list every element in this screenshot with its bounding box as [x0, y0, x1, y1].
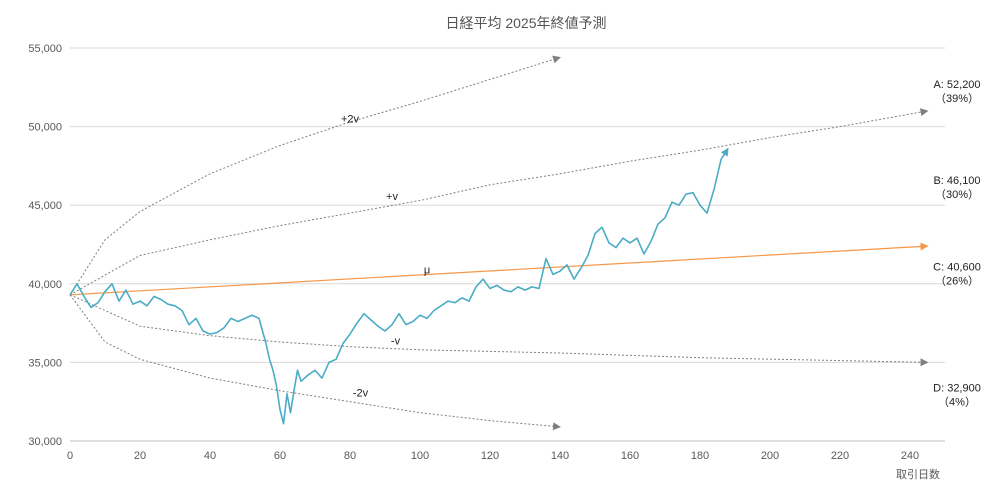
series-line- — [69, 242, 929, 296]
series-line-2v — [69, 294, 561, 431]
y-tick-label: 40,000 — [28, 279, 62, 291]
curve-label: μ — [424, 265, 430, 277]
scenario-probability: （30%） — [935, 188, 979, 201]
plot-area — [69, 55, 929, 431]
scenario-probability: （39%） — [935, 92, 979, 105]
x-tick-label: 0 — [67, 450, 73, 462]
grid-lines — [70, 47, 945, 442]
scenario-probability: （4%） — [938, 395, 976, 408]
y-tick-label: 50,000 — [28, 122, 62, 134]
curve-label: -v — [391, 335, 401, 347]
curve-label: +v — [386, 191, 398, 203]
x-axis-label: 取引日数 — [896, 467, 940, 481]
x-tick-label: 240 — [901, 450, 919, 462]
series-line-v — [69, 108, 929, 296]
curve-label: -2v — [353, 387, 369, 399]
series-line-2v — [69, 55, 561, 296]
x-tick-label: 100 — [411, 450, 429, 462]
scenario-annotations: A: 52,200（39%） B: 46,100（30%） C: 40,600（26… — [933, 79, 981, 408]
y-tick-label: 30,000 — [28, 436, 62, 448]
x-tick-label: 200 — [761, 450, 779, 462]
y-axis-ticks: 30,000 35,000 40,000 45,000 50,000 55,000 — [28, 43, 62, 448]
scenario-label: B: 46,100 — [933, 175, 980, 187]
x-tick-label: 140 — [551, 450, 569, 462]
scenario-label: A: 52,200 — [933, 79, 980, 91]
x-tick-label: 60 — [274, 450, 286, 462]
scenario-label: D: 32,900 — [933, 382, 981, 394]
scenario-label: C: 40,600 — [933, 261, 981, 273]
y-tick-label: 55,000 — [28, 43, 62, 55]
x-tick-label: 180 — [691, 450, 709, 462]
x-tick-label: 20 — [134, 450, 146, 462]
chart-title: 日経平均 2025年終値予測 — [445, 15, 606, 31]
x-tick-label: 220 — [831, 450, 849, 462]
x-tick-label: 120 — [481, 450, 499, 462]
curve-label: +2v — [341, 114, 360, 126]
scenario-probability: （26%） — [935, 274, 979, 287]
x-tick-label: 40 — [204, 450, 216, 462]
x-tick-label: 160 — [621, 450, 639, 462]
curve-labels: +2v +v μ -v -2v — [341, 114, 430, 400]
y-tick-label: 45,000 — [28, 200, 62, 212]
nikkei-line — [69, 147, 729, 425]
x-axis-ticks: 0 20 40 60 80 100 120 140 160 180 200 220 240 — [67, 450, 919, 462]
series-line-v — [69, 294, 929, 367]
y-tick-label: 35,000 — [28, 357, 62, 369]
x-tick-label: 80 — [344, 450, 356, 462]
